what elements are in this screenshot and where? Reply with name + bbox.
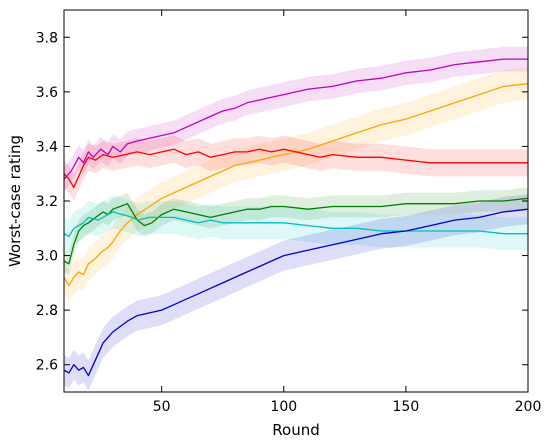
y-tick-label: 2.8 xyxy=(36,303,58,319)
x-tick-label: 150 xyxy=(393,399,420,415)
series-band-4 xyxy=(64,187,528,275)
series-band-1 xyxy=(64,46,528,192)
series-line-4 xyxy=(63,197,529,265)
series-line-3 xyxy=(63,148,528,189)
x-tick-label: 200 xyxy=(515,399,542,415)
series-band-6 xyxy=(64,194,528,391)
series-lines xyxy=(63,58,529,377)
series-line-5 xyxy=(63,211,528,238)
series-band-2 xyxy=(64,67,528,302)
x-tick-label: 50 xyxy=(153,399,171,415)
y-tick-label: 3.2 xyxy=(36,194,58,210)
x-tick-label: 100 xyxy=(270,399,297,415)
series-line-2 xyxy=(63,83,529,287)
y-tick-label: 2.6 xyxy=(36,358,58,374)
y-tick-label: 3.6 xyxy=(36,85,58,101)
y-tick-label: 3.0 xyxy=(36,249,58,265)
x-axis-ticks: 50 100 150 200 xyxy=(153,10,542,415)
y-tick-label: 3.8 xyxy=(36,30,58,46)
y-axis-ticks: 2.6 2.8 3.0 3.2 3.4 3.6 3.8 xyxy=(36,30,528,374)
series-line-6 xyxy=(63,208,529,377)
y-axis-label: Worst-case rating xyxy=(6,135,24,267)
y-tick-label: 3.4 xyxy=(36,139,58,155)
x-axis-label: Round xyxy=(272,421,319,439)
series-line-1 xyxy=(63,58,528,180)
